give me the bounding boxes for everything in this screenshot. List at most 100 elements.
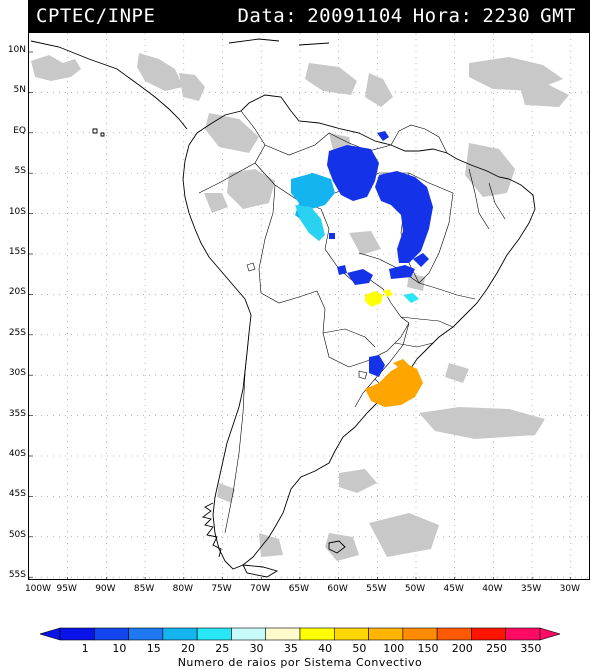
- convective-system-yellow: [365, 291, 383, 307]
- convective-system-blue-central: [337, 265, 347, 275]
- state-border: [488, 182, 506, 220]
- cloud-patch: [179, 73, 205, 101]
- scale-swatch: [128, 627, 164, 641]
- timezone-label: GMT: [540, 5, 576, 27]
- latitude-label: 55S: [8, 570, 26, 581]
- longitude-label: 55W: [366, 584, 387, 594]
- scale-label: 350: [520, 642, 542, 655]
- convective-system-blue-south: [369, 355, 385, 377]
- scale-label: 50: [352, 642, 367, 655]
- convective-system-blue-dot: [329, 233, 335, 239]
- scale-swatch: [471, 627, 507, 641]
- scale-swatch: [333, 627, 369, 641]
- border: [390, 124, 448, 154]
- convective-system-orange: [393, 359, 409, 371]
- scale-arrow-left: [38, 627, 61, 641]
- scale-label: 1: [81, 642, 89, 655]
- latitude-label: 40S: [8, 449, 26, 459]
- longitude-label: 70W: [250, 584, 271, 594]
- scale-swatch: [402, 627, 438, 641]
- scale-swatch: [265, 627, 301, 641]
- cloud-cover: [31, 53, 569, 561]
- border: [258, 184, 276, 294]
- source-label: CPTEC/INPE: [36, 5, 156, 27]
- cloud-patch: [349, 231, 381, 255]
- scale-swatch: [59, 627, 95, 641]
- scale-label: 35: [283, 642, 298, 655]
- scale-swatch: [196, 627, 232, 641]
- latitude-label: 15S: [8, 247, 26, 257]
- scale-arrow-right: [539, 627, 562, 641]
- border: [264, 132, 330, 156]
- longitude-label: 85W: [133, 584, 155, 594]
- scale-label: 40: [318, 642, 333, 655]
- central-america-coast: [30, 40, 188, 130]
- latitude-label: 10S: [8, 206, 26, 217]
- scale-label: 100: [383, 642, 405, 655]
- scale-label: 10: [112, 642, 127, 655]
- scale-label: 150: [417, 642, 439, 655]
- lakes: [246, 262, 368, 380]
- border: [224, 332, 250, 534]
- cloud-patch: [137, 53, 183, 91]
- scale-label: 15: [146, 642, 161, 655]
- scale-label: 20: [181, 642, 195, 655]
- longitude-label: 80W: [172, 584, 193, 594]
- cloud-patch: [217, 483, 235, 503]
- state-border: [418, 192, 454, 284]
- state-border: [468, 168, 490, 230]
- longitude-label: 50W: [404, 584, 426, 594]
- scale-swatch: [93, 627, 129, 641]
- cloud-patch: [419, 407, 545, 439]
- longitude-label: 95W: [56, 584, 77, 594]
- border: [320, 208, 354, 282]
- color-scale: [38, 626, 562, 666]
- cloud-patch: [465, 143, 515, 197]
- cloud-patch: [31, 55, 81, 81]
- map-panel: [28, 32, 590, 580]
- scale-label: 200: [451, 642, 473, 655]
- latitude-label: 5N: [13, 85, 26, 96]
- cloud-patch: [365, 73, 393, 107]
- border: [260, 290, 350, 368]
- scale-swatch: [299, 627, 335, 641]
- scale-swatch: [505, 627, 541, 641]
- convective-system-blue-central: [347, 269, 373, 285]
- lake: [246, 262, 256, 272]
- hour-value: 2230: [482, 5, 531, 27]
- convective-system-blue-central: [389, 265, 415, 279]
- longitude-label: 45W: [443, 584, 464, 594]
- convective-system-blue-north: [375, 171, 433, 263]
- cloud-patch: [325, 533, 359, 561]
- convective-system-blue-north: [377, 131, 389, 141]
- cloud-patch: [227, 169, 275, 209]
- tierra-del-fuego: [242, 564, 279, 578]
- convective-system-cyan: [295, 205, 325, 241]
- latitude-label: 35S: [8, 408, 26, 419]
- longitude-label: 30W: [559, 584, 580, 594]
- convective-systems: [291, 131, 433, 407]
- longitude-label: 60W: [327, 584, 348, 594]
- convective-system-blue-north: [327, 145, 379, 201]
- date-value: 20091104: [307, 5, 403, 27]
- cloud-patch: [369, 513, 439, 557]
- scale-label: 25: [215, 642, 230, 655]
- latitude-label: 5S: [14, 166, 26, 177]
- border: [322, 328, 376, 348]
- latitude-label: EQ: [13, 125, 26, 136]
- scale-swatch: [162, 627, 198, 641]
- state-border: [418, 282, 476, 300]
- state-border: [394, 342, 434, 348]
- cloud-patch: [205, 113, 259, 153]
- scale-swatch: [436, 627, 472, 641]
- cloud-patch: [204, 193, 228, 213]
- title-bar: CPTEC/INPE Data: 20091104 Hora: 2230 GMT: [28, 0, 590, 32]
- state-border: [400, 316, 454, 328]
- longitude-label: 65W: [288, 584, 310, 594]
- cloud-patch: [259, 533, 283, 557]
- cloud-patch: [469, 57, 563, 91]
- longitude-label: 35W: [520, 584, 542, 594]
- longitude-label: 100W: [24, 584, 52, 594]
- galapagos: [92, 128, 105, 137]
- cloud-patch: [305, 63, 357, 95]
